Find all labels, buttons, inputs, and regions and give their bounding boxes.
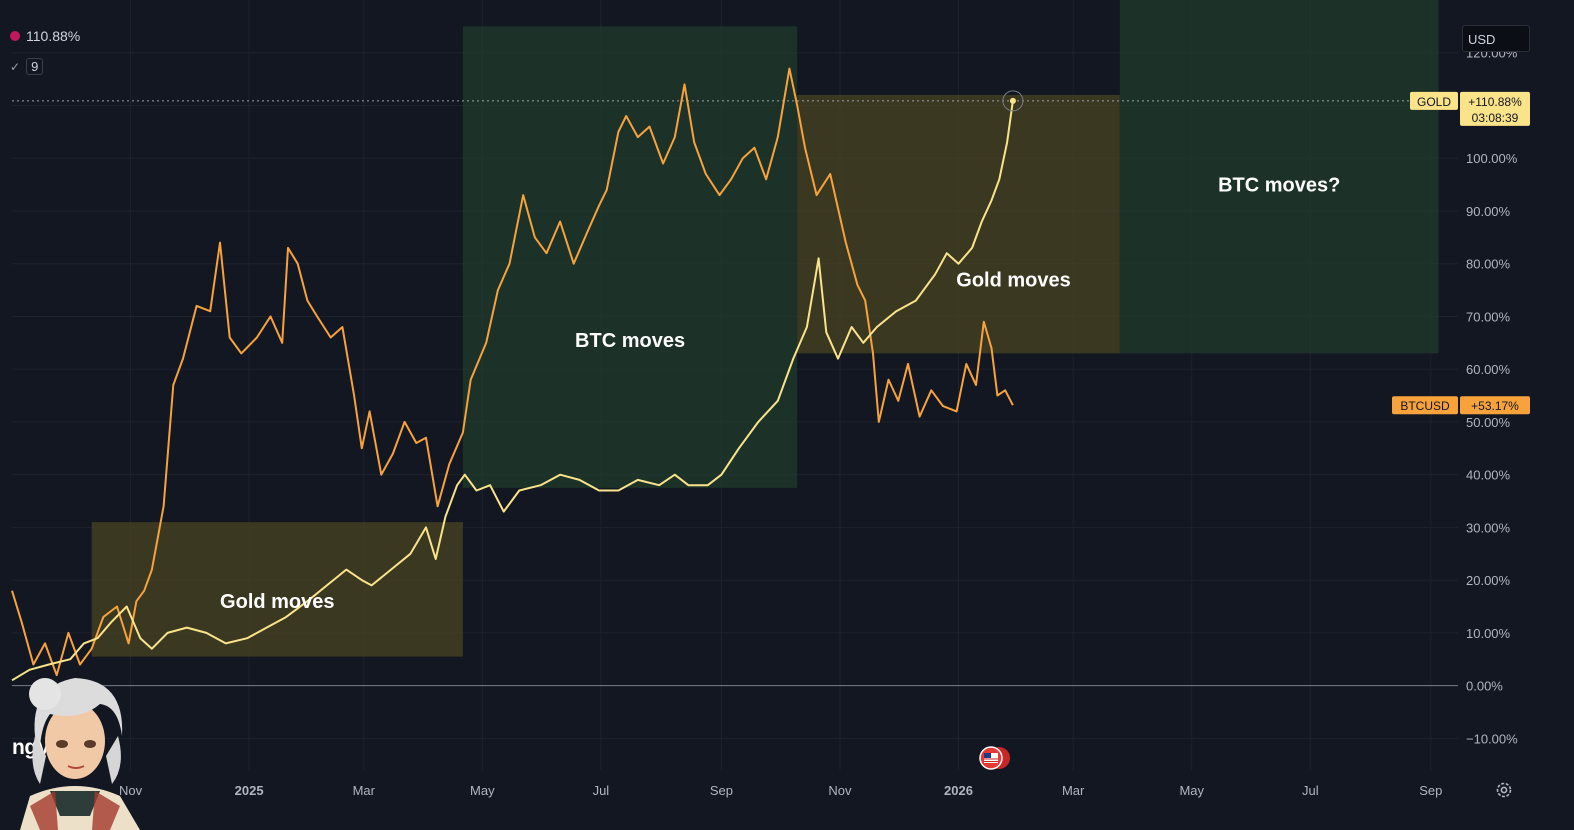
x-axis-tick-label: Nov	[119, 783, 143, 798]
zone-box	[1119, 0, 1439, 354]
legend-value: 110.88%	[26, 28, 81, 44]
x-axis-tick-label: 2025	[235, 783, 264, 798]
gold-countdown-text: 03:08:39	[1472, 111, 1519, 125]
zone-box	[91, 522, 463, 657]
gold-value-tag	[1460, 91, 1530, 126]
legend-row-count[interactable]: ✓ 9	[10, 58, 44, 75]
x-axis-tick-label: May	[1179, 783, 1204, 798]
y-axis-tick-label: 50.00%	[1466, 415, 1511, 430]
streamer-avatar	[20, 678, 140, 830]
gold-symbol-tag	[1410, 91, 1458, 110]
btc-symbol-text: BTCUSD	[1400, 399, 1450, 413]
y-axis-tick-label: −10.00%	[1466, 731, 1518, 746]
y-axis-tick-label: 70.00%	[1466, 309, 1511, 324]
x-axis-tick-label: May	[470, 783, 495, 798]
btc-value-tag	[1460, 396, 1530, 415]
x-axis-tick-label: Jul	[593, 783, 610, 798]
zone-label: BTC moves	[575, 330, 685, 352]
y-axis-tick-label: 100.00%	[1466, 151, 1518, 166]
zone-label: BTC moves?	[1218, 175, 1340, 197]
x-axis-tick-label: Jul	[1302, 783, 1319, 798]
y-axis-tick-label: 10.00%	[1466, 626, 1511, 641]
series-line-gold	[11, 100, 1014, 682]
x-axis-tick-label: Mar	[1062, 783, 1085, 798]
y-axis-tick-label: 0.00%	[1466, 679, 1503, 694]
y-axis-tick-label: 90.00%	[1466, 204, 1511, 219]
settings-gear-icon[interactable]	[1494, 780, 1514, 800]
gold-value-text: +110.88%	[1468, 95, 1522, 109]
last-point-marker	[1009, 97, 1016, 104]
x-axis-tick-label: Sep	[1419, 783, 1442, 798]
economic-event-icon[interactable]	[978, 745, 1012, 771]
y-axis-tick-label: 80.00%	[1466, 257, 1511, 272]
y-axis-tick-label: 20.00%	[1466, 573, 1511, 588]
crosshair-ring	[1002, 90, 1024, 112]
x-axis-tick-label: 2026	[944, 783, 973, 798]
indicator-count[interactable]: 9	[26, 58, 44, 75]
x-axis-tick-label: Nov	[828, 783, 852, 798]
zone-label: Gold moves	[220, 591, 334, 613]
zone-box	[797, 94, 1120, 354]
x-axis-tick-label: Sep	[710, 783, 733, 798]
symbol-dot-icon	[10, 31, 20, 41]
btc-value-text: +53.17%	[1471, 399, 1519, 413]
checkmark-icon: ✓	[10, 59, 21, 74]
currency-selector[interactable]: USD	[1462, 25, 1530, 52]
zone-box	[462, 26, 798, 488]
legend-row-gold: 110.88%	[10, 28, 80, 44]
btc-symbol-tag	[1392, 396, 1458, 415]
gold-symbol-text: GOLD	[1417, 95, 1451, 109]
zone-label: Gold moves	[956, 270, 1070, 292]
y-axis-tick-label: 30.00%	[1466, 520, 1511, 535]
x-axis-tick-label: Mar	[353, 783, 376, 798]
y-axis-tick-label: 40.00%	[1466, 468, 1511, 483]
y-axis-tick-label: 60.00%	[1466, 362, 1511, 377]
